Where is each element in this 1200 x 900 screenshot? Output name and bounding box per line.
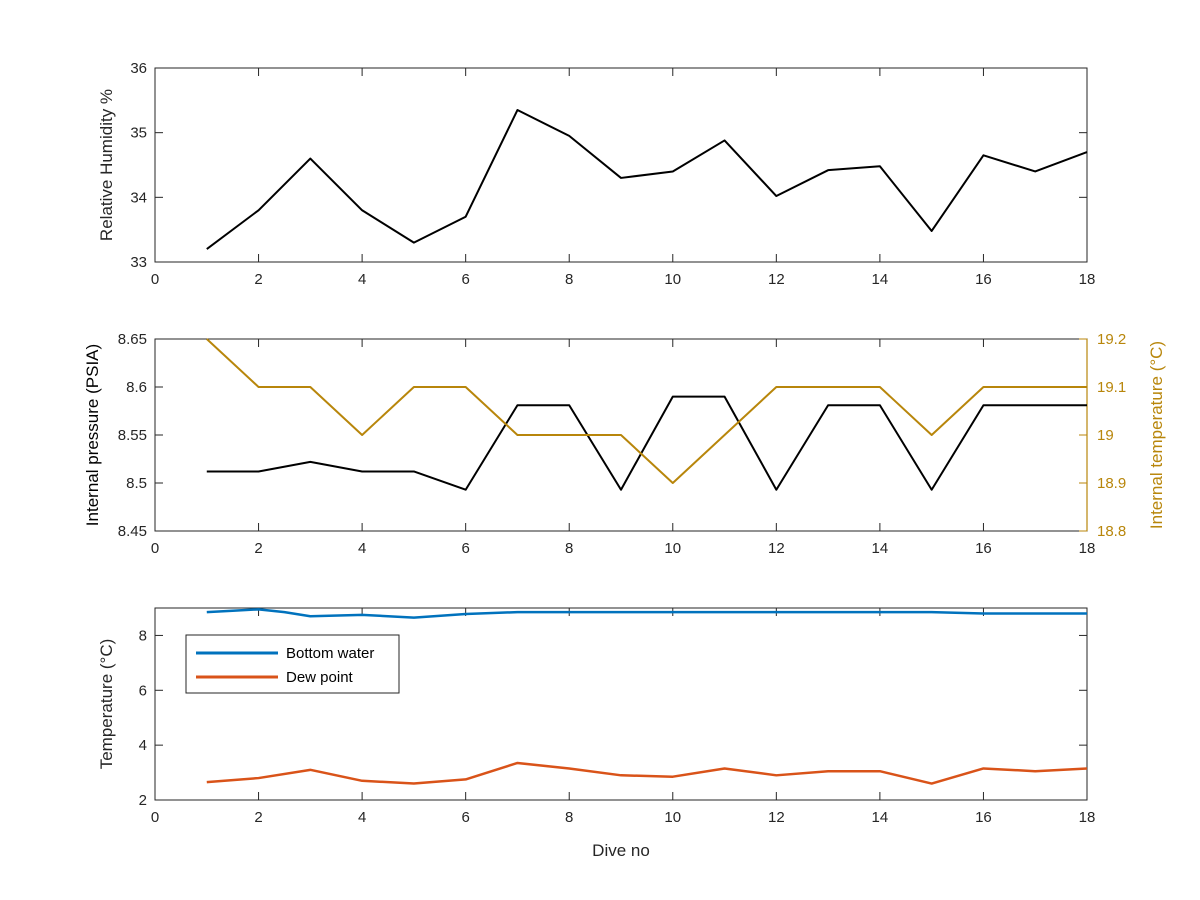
temperature-x-tick-label: 8: [565, 809, 573, 826]
temperature-y-tick-label: 2: [139, 792, 147, 809]
humidity-y-tick-label: 36: [130, 60, 147, 77]
temperature-y-tick-label: 6: [139, 682, 147, 699]
humidity-x-tick-label: 8: [565, 271, 573, 288]
pressure-y-tick-label: 8.55: [118, 427, 147, 444]
humidity-x-tick-label: 18: [1079, 271, 1096, 288]
legend: Bottom water Dew point: [185, 634, 400, 694]
temperature-subplot: Temperature (°C) Dive no Bottom water De…: [97, 607, 1096, 860]
pressure-right-y-tick-label: 19: [1097, 427, 1114, 444]
humidity-y-axis-label: Relative Humidity %: [97, 89, 116, 241]
humidity-y-tick-label: 35: [130, 125, 147, 142]
humidity-x-tick-label: 4: [358, 271, 366, 288]
temperature-x-tick-label: 0: [151, 809, 159, 826]
pressure-right-y-tick-label: 19.1: [1097, 379, 1126, 396]
pressure-series-line: [206, 395, 1087, 491]
pressure-x-tick-label: 12: [768, 540, 785, 557]
pressure-y-axis-label: Internal pressure (PSIA): [83, 344, 102, 526]
internal-temperature-series-line: [206, 338, 1087, 484]
humidity-y-tick-label: 33: [130, 254, 147, 271]
humidity-y-tick-label: 34: [130, 189, 147, 206]
internal-temperature-y-axis-label: Internal temperature (°C): [1147, 341, 1166, 529]
humidity-series-line: [206, 109, 1088, 250]
pressure-y-tick-label: 8.65: [118, 331, 147, 348]
pressure-x-tick-label: 14: [872, 540, 889, 557]
temperature-x-tick-label: 16: [975, 809, 992, 826]
pressure-y-tick-label: 8.6: [126, 379, 147, 396]
humidity-x-tick-label: 14: [872, 271, 889, 288]
humidity-x-tick-label: 10: [664, 271, 681, 288]
temperature-y-axis-label: Temperature (°C): [97, 639, 116, 770]
humidity-subplot: Relative Humidity % 0 2 4 6 8 10 12 14 16 18 33 34 3…: [97, 60, 1095, 288]
temperature-x-tick-label: 10: [664, 809, 681, 826]
dive-no-x-axis-label: Dive no: [592, 841, 650, 860]
pressure-right-y-tick-label: 18.8: [1097, 523, 1126, 540]
humidity-x-tick-label: 16: [975, 271, 992, 288]
legend-box: [185, 634, 400, 694]
legend-label-bottom-water: Bottom water: [286, 645, 374, 662]
dew-point-series-line: [206, 761, 1088, 785]
temperature-x-tick-label: 18: [1079, 809, 1096, 826]
temperature-y-tick-label: 4: [139, 737, 147, 754]
pressure-y-tick-label: 8.45: [118, 523, 147, 540]
pressure-right-y-tick-label: 19.2: [1097, 331, 1126, 348]
bottom-water-series-line: [206, 608, 1087, 619]
pressure-x-tick-label: 2: [254, 540, 262, 557]
pressure-x-tick-label: 4: [358, 540, 366, 557]
humidity-x-tick-label: 12: [768, 271, 785, 288]
temperature-x-tick-label: 2: [254, 809, 262, 826]
temperature-x-tick-label: 6: [461, 809, 469, 826]
temperature-x-tick-label: 12: [768, 809, 785, 826]
pressure-x-tick-label: 6: [461, 540, 469, 557]
temperature-x-tick-label: 14: [872, 809, 889, 826]
pressure-x-tick-label: 10: [664, 540, 681, 557]
pressure-x-tick-label: 8: [565, 540, 573, 557]
pressure-x-tick-label: 0: [151, 540, 159, 557]
humidity-x-tick-label: 0: [151, 271, 159, 288]
pressure-y-tick-label: 8.5: [126, 475, 147, 492]
pressure-x-tick-label: 18: [1079, 540, 1096, 557]
humidity-x-tick-label: 6: [461, 271, 469, 288]
legend-label-dew-point: Dew point: [286, 669, 354, 686]
humidity-x-tick-label: 2: [254, 271, 262, 288]
pressure-right-y-tick-label: 18.9: [1097, 475, 1126, 492]
temperature-y-tick-label: 8: [139, 627, 147, 644]
temperature-x-tick-label: 4: [358, 809, 366, 826]
pressure-subplot: Internal pressure (PSIA) Internal temper…: [83, 331, 1166, 557]
pressure-x-tick-label: 16: [975, 540, 992, 557]
humidity-plot-area: [154, 67, 1088, 263]
